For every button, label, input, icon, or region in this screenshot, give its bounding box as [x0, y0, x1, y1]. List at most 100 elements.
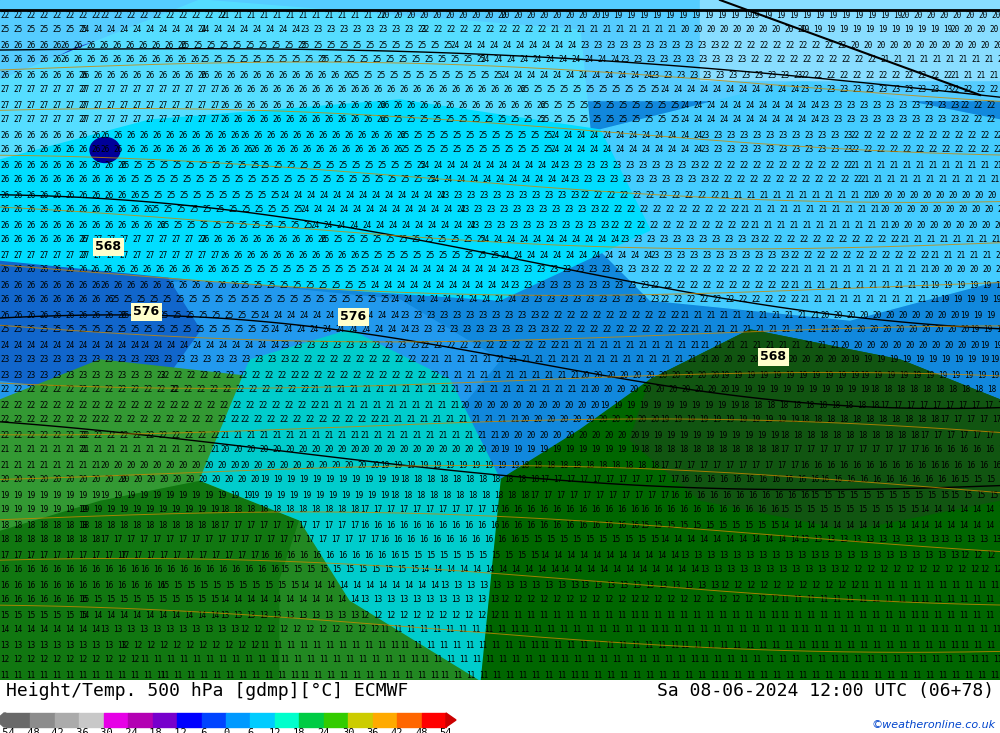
Text: 17: 17	[104, 550, 113, 559]
Text: 25: 25	[295, 265, 304, 274]
Text: 26: 26	[432, 100, 441, 109]
Text: 22: 22	[169, 386, 178, 394]
Text: 21: 21	[726, 341, 735, 350]
Text: 19: 19	[500, 446, 509, 454]
Text: 19: 19	[863, 356, 872, 364]
Text: 17: 17	[940, 416, 949, 424]
Text: 25: 25	[39, 325, 48, 334]
Text: 15: 15	[280, 565, 289, 575]
Text: 11: 11	[980, 655, 989, 665]
Text: 20: 20	[590, 386, 599, 394]
Text: 21: 21	[700, 356, 709, 364]
Text: 20: 20	[499, 400, 508, 410]
Text: 20: 20	[500, 10, 509, 20]
Text: 15: 15	[989, 490, 998, 499]
Text: 16: 16	[731, 506, 740, 515]
Text: 26: 26	[91, 281, 100, 290]
Text: 26: 26	[86, 40, 95, 50]
Text: 25: 25	[159, 161, 168, 169]
Text: 16: 16	[683, 490, 692, 499]
Text: 16: 16	[425, 520, 434, 529]
Text: 25: 25	[341, 295, 350, 304]
Text: 22: 22	[178, 10, 187, 20]
Text: 17: 17	[250, 550, 259, 559]
Text: 14: 14	[498, 565, 507, 575]
Polygon shape	[280, 520, 480, 680]
Text: 27: 27	[184, 235, 193, 245]
Text: 26: 26	[324, 116, 333, 125]
Text: 25: 25	[598, 86, 607, 95]
Text: 22: 22	[800, 70, 809, 79]
Text: 11: 11	[153, 655, 162, 665]
Text: 26: 26	[350, 116, 359, 125]
Text: 12: 12	[500, 595, 509, 605]
Text: 11: 11	[937, 641, 946, 649]
Text: 22: 22	[765, 161, 774, 169]
Text: 21: 21	[376, 10, 385, 20]
Text: 22: 22	[235, 386, 244, 394]
Text: 21: 21	[776, 221, 785, 229]
Text: 19: 19	[78, 490, 87, 499]
Text: 11: 11	[566, 641, 575, 649]
Text: 23: 23	[530, 311, 539, 320]
Text: 11: 11	[953, 625, 962, 635]
Text: 21: 21	[346, 400, 355, 410]
Text: 13: 13	[859, 550, 868, 559]
Text: 14: 14	[566, 550, 575, 559]
Text: 21: 21	[13, 460, 22, 470]
Text: 18: 18	[0, 536, 9, 545]
Text: 25: 25	[445, 116, 454, 125]
Text: 19: 19	[828, 10, 837, 20]
Text: 20: 20	[585, 416, 594, 424]
Text: 18: 18	[930, 416, 939, 424]
Text: 21: 21	[693, 311, 702, 320]
Text: 14: 14	[246, 595, 255, 605]
Text: 21: 21	[65, 460, 74, 470]
Text: 13: 13	[373, 595, 382, 605]
Text: 26: 26	[425, 86, 434, 95]
Text: 21: 21	[479, 370, 488, 380]
Text: 11: 11	[752, 655, 761, 665]
Text: 21: 21	[363, 10, 372, 20]
Text: 20: 20	[749, 356, 758, 364]
Text: 15: 15	[653, 520, 662, 529]
Text: 11: 11	[738, 625, 747, 635]
Text: 19: 19	[325, 476, 334, 485]
Text: 18: 18	[52, 536, 61, 545]
Text: 25: 25	[304, 56, 313, 65]
Text: 21: 21	[857, 205, 866, 215]
Text: 26: 26	[78, 235, 87, 245]
Text: 23: 23	[202, 356, 211, 364]
Text: 21: 21	[893, 56, 902, 65]
Text: 22: 22	[563, 325, 572, 334]
Text: 21: 21	[837, 191, 846, 199]
Text: 13: 13	[593, 581, 602, 589]
Text: 26: 26	[291, 70, 300, 79]
Text: 26: 26	[0, 40, 9, 50]
Text: 11: 11	[393, 625, 402, 635]
Text: 15: 15	[875, 490, 884, 499]
Text: 19: 19	[759, 370, 768, 380]
Text: 11: 11	[358, 655, 367, 665]
Text: 19: 19	[250, 490, 259, 499]
Text: 22: 22	[780, 265, 789, 274]
Text: 11: 11	[426, 641, 435, 649]
Text: 18: 18	[865, 416, 874, 424]
Text: 25: 25	[315, 295, 324, 304]
Text: 22: 22	[654, 325, 663, 334]
Text: 21: 21	[661, 356, 670, 364]
Text: 25: 25	[13, 26, 22, 34]
Text: 26: 26	[177, 56, 186, 65]
Text: 27: 27	[145, 100, 154, 109]
Text: 20: 20	[960, 325, 969, 334]
Text: 16: 16	[985, 446, 994, 454]
Text: 23: 23	[91, 356, 100, 364]
Text: 17: 17	[198, 550, 207, 559]
Text: 11: 11	[744, 611, 753, 619]
Text: 19: 19	[106, 506, 115, 515]
Text: 26: 26	[65, 205, 74, 215]
Text: 11: 11	[572, 625, 581, 635]
Text: 24: 24	[80, 26, 89, 34]
Text: 23: 23	[950, 116, 959, 125]
Text: 11: 11	[619, 671, 628, 679]
